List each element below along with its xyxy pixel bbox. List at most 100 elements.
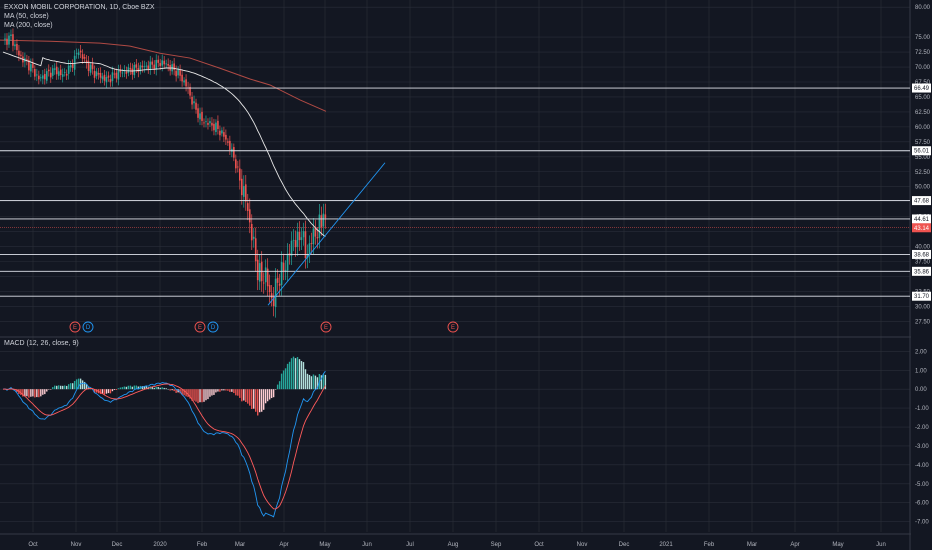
candle-body [207,122,209,125]
macd-histogram-bar [117,388,120,390]
level-tag-text: 66.49 [914,86,930,92]
candle-body [314,227,317,237]
candle-body [95,71,98,77]
candle-body [101,76,104,80]
time-label: May [832,542,843,548]
candle-body [290,240,293,256]
candle-body [191,96,193,105]
macd-histogram-bar [131,386,134,390]
macd-histogram-bar [241,389,243,402]
symbol-legend[interactable]: EXXON MOBIL CORPORATION, 1D, Cboe BZX [4,4,155,11]
macd-histogram-bar [272,389,275,398]
candle-body [268,285,271,293]
ma200-line [0,39,327,112]
macd-histogram-bar [282,370,285,390]
candle-body [51,68,54,76]
macd-histogram-bar [225,389,227,391]
candle-body [286,253,289,271]
horizontal-levels[interactable] [0,87,910,297]
macd-histogram-bar [155,386,157,390]
candle-body [254,238,257,262]
dividend-marker [82,321,94,333]
candle-body [139,65,142,72]
macd-histogram-bar [36,389,38,398]
price-tick-label: 72.50 [915,50,931,56]
last-price-tag: 43.14 [912,223,931,233]
macd-histogram-bar [304,369,307,390]
macd-histogram-bar [261,389,263,412]
ma200-legend[interactable]: MA (200, close) [4,22,53,29]
macd-histogram-bar [20,389,22,395]
candle-body [45,71,48,81]
candle-body [221,130,223,134]
macd-histogram-bar [189,389,191,399]
candle-body [175,70,177,77]
macd-histogram-bar [314,375,317,390]
macd-legend[interactable]: MACD (12, 26, close, 9) [4,340,79,347]
candle-body [34,68,36,77]
candle-body [242,186,245,197]
macd-histogram-bar [24,389,26,397]
candle-body [49,72,52,78]
time-label: Nov [71,542,82,548]
candle-body [193,101,195,104]
candle-body [280,261,283,285]
time-label: Mar [235,542,245,548]
candle-body [89,64,92,73]
candle-body [97,73,100,75]
macd-histogram-bar [93,389,96,393]
macd-histogram-bar [181,389,183,395]
level-tag-38.68: 38.68 [912,249,931,259]
macd-histogram-bar [262,389,265,410]
candle-body [231,148,233,152]
macd-histogram-bar [284,368,287,390]
macd-histogram-bar [221,389,223,391]
macd-histogram-bar [62,385,64,390]
macd-histogram-bar [123,386,126,390]
candle-body [43,74,46,80]
candle-body [85,60,88,64]
candle-body [223,132,225,137]
macd-histogram-bar [209,389,211,397]
macd-histogram-bar [253,389,255,409]
candle-body [219,130,221,136]
candle-body [159,63,162,66]
macd-histogram-bar [119,387,122,390]
time-label: Aug [448,542,459,548]
level-tag-bg [912,291,931,301]
candle-body [324,214,327,219]
candle-body [155,59,158,70]
macd-tick-label: -7.00 [915,520,929,526]
macd-histogram-bar [259,389,261,413]
candle-body [244,184,247,202]
candle-body [133,64,136,76]
candle-body [8,35,10,45]
macd-histogram-bar [296,357,299,390]
macd-histogram-bar [288,361,291,390]
trendline[interactable] [267,162,386,306]
ma50-legend[interactable]: MA (50, close) [4,13,49,20]
candle-body [47,69,50,72]
candle-body [246,203,249,211]
candle-body [119,69,122,73]
macd-tick-label: -3.00 [915,444,929,450]
candle-body [71,63,74,68]
candle-body [209,121,211,124]
macd-histogram-bar [28,389,30,398]
candle-body [306,254,309,258]
macd-histogram-bar [107,389,110,394]
price-tick-label: 60.00 [915,125,931,131]
time-axis[interactable]: Oct Nov Dec 2020 Feb Mar Apr May Jun Jul Aug Sep Oct… [28,542,886,548]
time-label: Oct [28,542,38,548]
macd-histogram-bar [60,385,62,390]
macd-histogram-bar [169,389,171,391]
price-tick-label: 70.00 [915,65,931,71]
macd-tick-label: -1.00 [915,406,929,412]
macd-histogram-bar [22,389,24,397]
macd-histogram-bar [38,389,40,398]
macd-histogram-bar [231,389,233,392]
candle-body [69,65,72,68]
time-label: Dec [619,542,630,548]
